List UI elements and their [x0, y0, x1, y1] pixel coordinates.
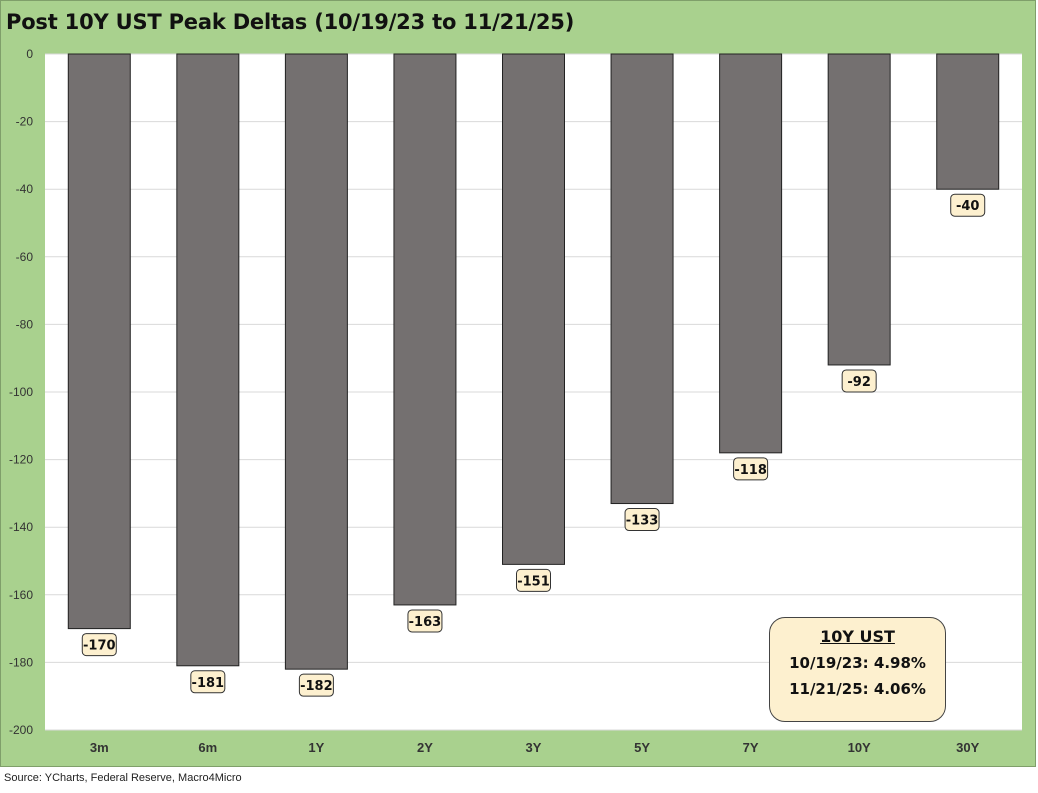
- data-label-box: [298, 673, 334, 697]
- bar-3m: [67, 53, 131, 630]
- bars: [67, 53, 1000, 670]
- data-label-box: [950, 193, 986, 217]
- bar-5Y: [610, 53, 674, 505]
- x-tick-label: 1Y: [308, 740, 324, 755]
- data-label-box: [81, 633, 117, 657]
- data-label-box: [841, 369, 877, 393]
- x-tick-label: 10Y: [848, 740, 871, 755]
- x-tick-label: 30Y: [956, 740, 979, 755]
- info-box-row: 10/19/23: 4.98%: [789, 654, 926, 672]
- x-tick-label: 5Y: [634, 740, 650, 755]
- y-tick-label: -140: [9, 520, 33, 534]
- y-tick-label: -40: [16, 182, 34, 196]
- y-tick-label: 0: [26, 47, 33, 61]
- data-label-box: [190, 670, 226, 694]
- bar-1Y: [284, 53, 348, 670]
- x-axis-ticks: 3m 6m 1Y 2Y 3Y 5Y 7Y 10Y 30Y: [90, 740, 980, 755]
- y-tick-label: -60: [16, 250, 34, 264]
- x-tick-label: 3m: [90, 740, 109, 755]
- data-label: -181: [192, 676, 225, 691]
- data-label-box: [733, 457, 769, 481]
- y-axis-ticks: 0 -20 -40 -60 -80 -100 -120 -140 -160 -180 -200: [9, 47, 33, 737]
- y-tick-label: -160: [9, 588, 33, 602]
- y-tick-label: -200: [9, 723, 33, 737]
- bar-30Y: [936, 53, 1000, 190]
- data-label: -118: [734, 463, 767, 478]
- data-label: -163: [409, 615, 442, 630]
- x-tick-label: 3Y: [526, 740, 542, 755]
- data-label: -182: [300, 679, 333, 694]
- data-label: -92: [847, 375, 871, 390]
- x-tick-label: 2Y: [417, 740, 433, 755]
- x-tick-label: 7Y: [743, 740, 759, 755]
- data-label: -170: [83, 639, 116, 654]
- data-label-box: [407, 609, 443, 633]
- y-tick-label: -100: [9, 385, 33, 399]
- y-tick-label: -180: [9, 655, 33, 669]
- info-box-title: 10Y UST: [820, 627, 895, 646]
- data-label: -40: [956, 199, 980, 214]
- y-tick-label: -80: [16, 317, 34, 331]
- data-label-box: [624, 508, 660, 532]
- bar-7Y: [719, 53, 783, 454]
- data-labels: -170 -181 -182 -163 -151 -133 -118 -92 -40: [81, 193, 986, 697]
- data-label: -151: [517, 574, 550, 589]
- info-box-row: 11/21/25: 4.06%: [789, 680, 926, 698]
- bar-10Y: [827, 53, 891, 366]
- source-note: Source: YCharts, Federal Reserve, Macro4…: [4, 772, 242, 784]
- bar-6m: [176, 53, 240, 667]
- chart-title: Post 10Y UST Peak Deltas (10/19/23 to 11…: [6, 10, 575, 34]
- info-box: 10Y UST 10/19/23: 4.98% 11/21/25: 4.06%: [769, 617, 946, 722]
- data-label-box: [516, 568, 551, 592]
- x-tick-label: 6m: [198, 740, 217, 755]
- bar-3Y: [502, 53, 565, 565]
- bar-2Y: [393, 53, 457, 606]
- data-label: -133: [626, 514, 659, 529]
- y-tick-label: -20: [16, 115, 34, 129]
- y-tick-label: -120: [9, 453, 33, 467]
